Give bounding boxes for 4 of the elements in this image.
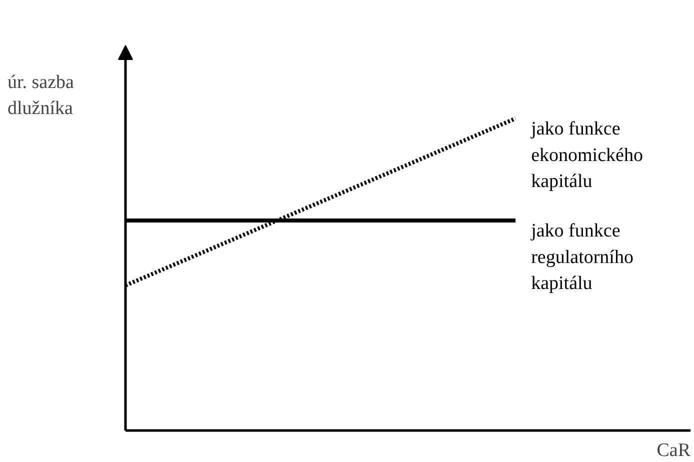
y-axis-title: úr. sazba dlužníka [8, 72, 75, 120]
series-label: jako funkce regulatorního kapitálu [530, 220, 634, 294]
x-axis-title: CaR [656, 440, 691, 461]
series-label: jako funkce ekonomického kapitálu [530, 118, 643, 192]
